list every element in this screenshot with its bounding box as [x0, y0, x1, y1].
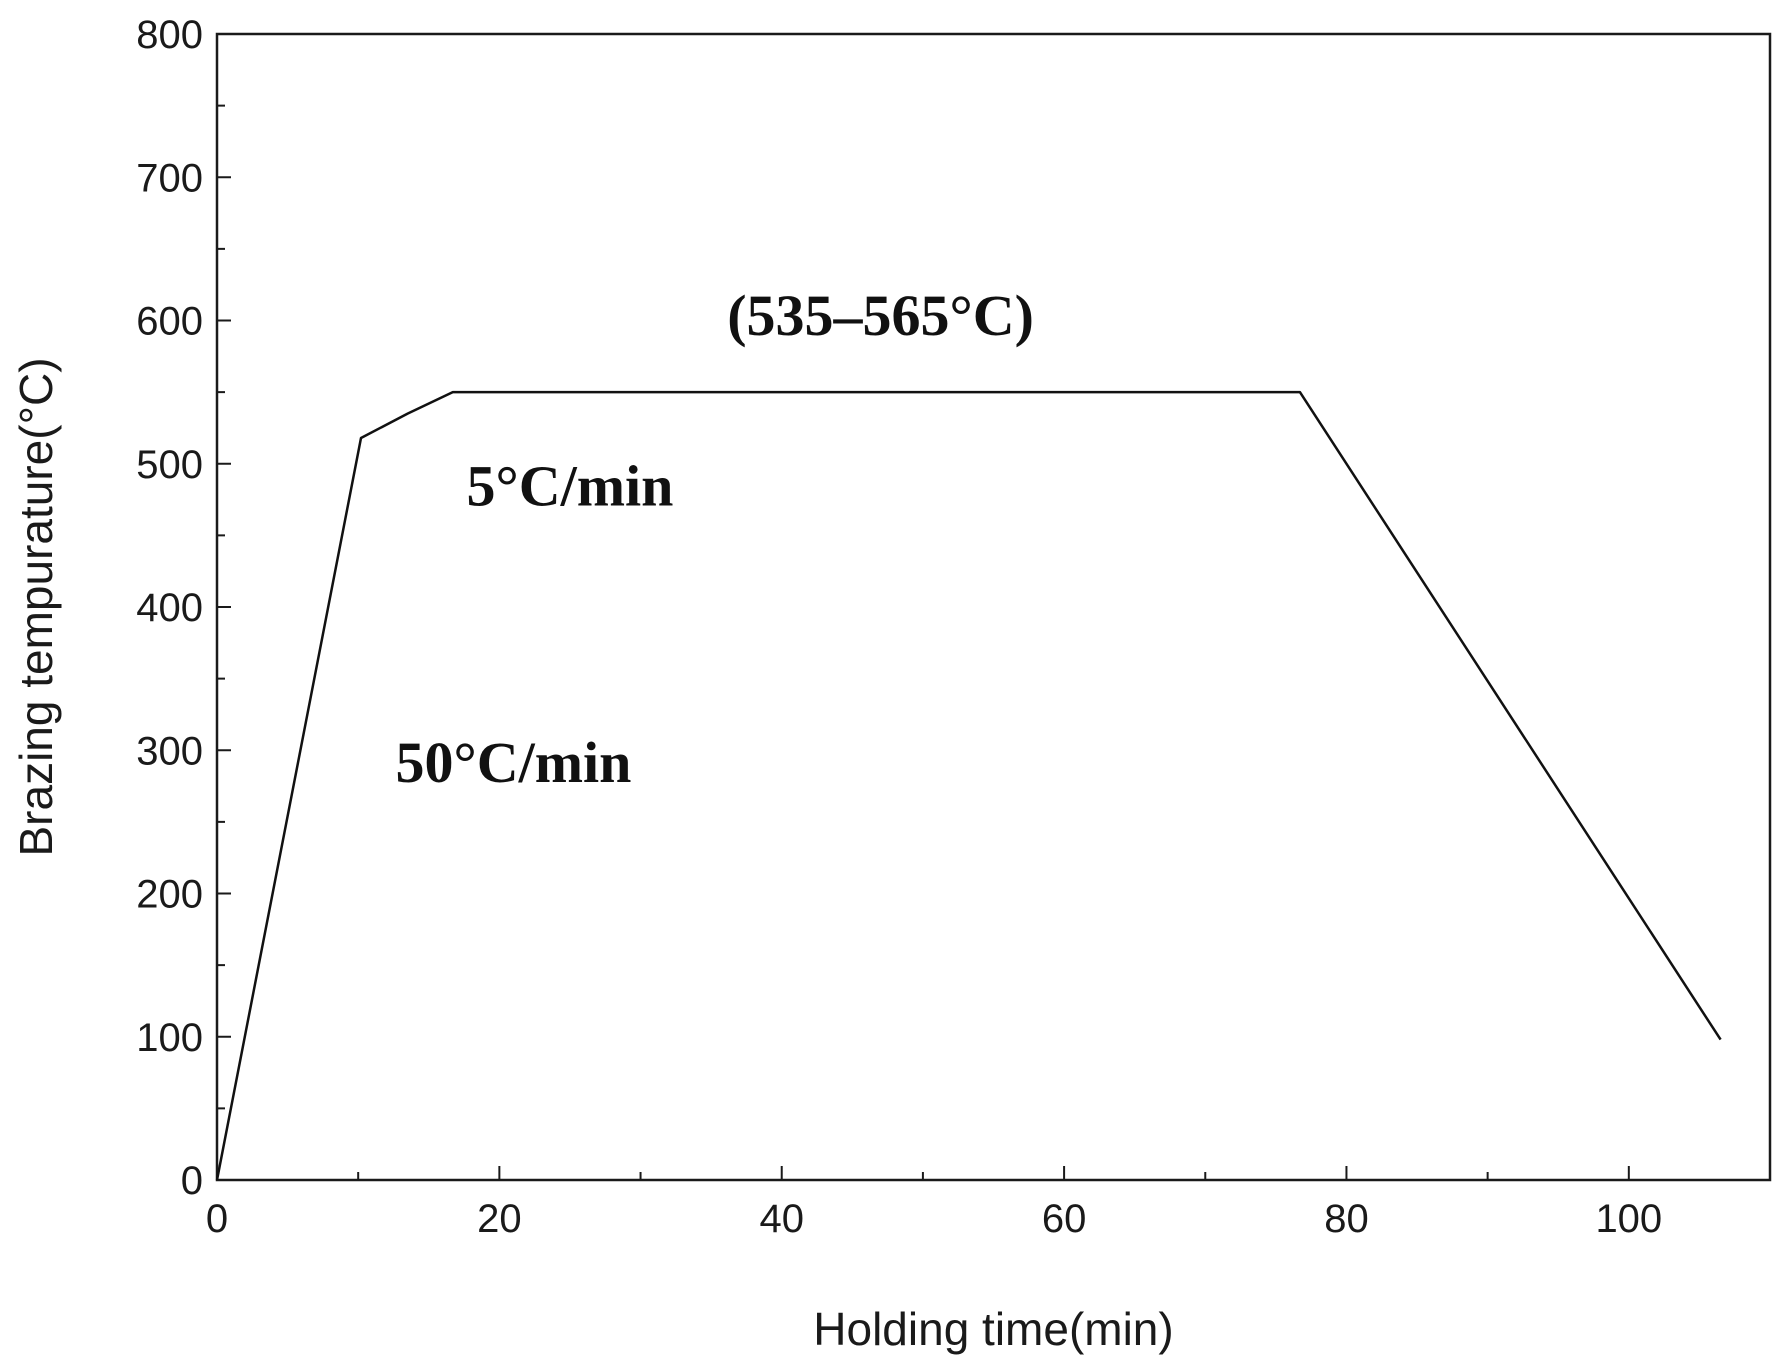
y-tick-label: 300: [136, 729, 203, 773]
axis-tick-labels: 0 20 40 60 80 100 0 100 200 300 400 500 600 700 800: [136, 13, 1662, 1241]
y-tick-label: 600: [136, 300, 203, 344]
y-tick-label: 800: [136, 13, 203, 57]
y-axis-title: Brazing tempurature(°C): [10, 357, 62, 856]
chart-annotations: (535–565°C) 5°C/min 50°C/min: [396, 283, 1034, 795]
x-axis-title: Holding time(min): [813, 1303, 1173, 1355]
y-tick-label: 100: [136, 1016, 203, 1060]
y-tick-label: 500: [136, 443, 203, 487]
annotation-label: 50°C/min: [396, 730, 632, 795]
x-tick-label: 20: [477, 1197, 522, 1241]
y-tick-label: 200: [136, 873, 203, 917]
temperature-profile-line: [215, 390, 1722, 1181]
x-tick-label: 100: [1595, 1197, 1662, 1241]
x-tick-label: 60: [1042, 1197, 1087, 1241]
x-tick-label: 40: [759, 1197, 804, 1241]
y-tick-label: 700: [136, 156, 203, 200]
axis-ticks: [216, 33, 1630, 1181]
x-tick-label: 0: [206, 1197, 228, 1241]
x-tick-label: 80: [1324, 1197, 1369, 1241]
plot-frame: [215, 32, 1772, 1182]
annotation-label: 5°C/min: [467, 453, 674, 518]
y-tick-label: 0: [181, 1159, 203, 1203]
y-tick-label: 400: [136, 586, 203, 630]
annotation-label: (535–565°C): [727, 283, 1034, 348]
